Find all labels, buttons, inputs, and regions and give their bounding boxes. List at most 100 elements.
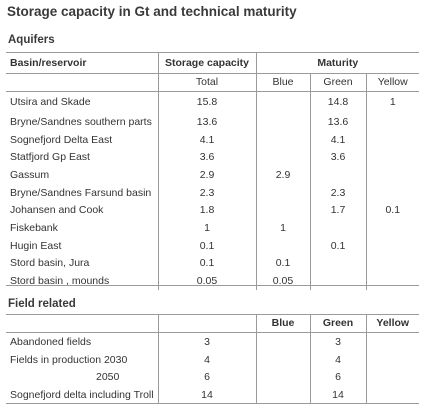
row-blue	[255, 130, 310, 149]
row-name: Abandoned fields	[10, 335, 92, 348]
row-green: 4	[309, 351, 366, 369]
table-row: Bryne/Sandnes southern parts 13.6 13.6	[6, 113, 419, 131]
row-name: Johansen and Cook	[10, 204, 104, 217]
row-blue	[255, 386, 310, 405]
row-yellow	[365, 272, 419, 290]
row-green	[309, 219, 366, 237]
row-name: Stord basin , mounds	[10, 275, 110, 288]
row-yellow	[365, 183, 419, 202]
field-related-table: Blue Green Yellow Abandoned fields 3 3 F…	[6, 315, 419, 405]
row-blue: 1	[255, 219, 310, 237]
table-row: Hugin East 0.1 0.1	[6, 236, 419, 255]
row-yellow	[365, 130, 419, 149]
row-green: 14	[309, 386, 366, 405]
row-total: 3	[157, 332, 256, 351]
header-yellow: Yellow	[365, 315, 419, 333]
page-title: Storage capacity in Gt and technical mat…	[7, 4, 297, 19]
row-total: 4.1	[157, 130, 256, 149]
row-green: 6	[309, 368, 366, 387]
row-name: Stord basin, Jura	[10, 257, 90, 270]
row-total: 0.1	[157, 236, 256, 255]
row-total: 4	[157, 351, 256, 369]
row-green: 3	[309, 332, 366, 351]
header-blue: Blue	[255, 73, 310, 92]
row-name: Hugin East	[10, 239, 62, 252]
row-total: 14	[157, 386, 256, 405]
field-related-section-title: Field related	[8, 298, 76, 310]
row-name: Bryne/Sandnes Farsund basin	[10, 186, 152, 199]
header-green: Green	[309, 73, 366, 92]
table-row: Sognefjord delta including Troll 14 14	[6, 386, 419, 405]
row-green: 0.1	[309, 236, 366, 255]
row-yellow	[365, 113, 419, 131]
row-green: 4.1	[309, 130, 366, 149]
row-yellow	[365, 386, 419, 405]
row-yellow	[365, 351, 419, 369]
row-blue: 0.05	[255, 272, 310, 290]
row-total: 0.05	[157, 272, 256, 290]
row-blue	[255, 91, 310, 113]
header-blue: Blue	[255, 315, 310, 333]
table-row: Sognefjord Delta East 4.1 4.1	[6, 130, 419, 149]
row-total: 0.1	[157, 254, 256, 273]
row-yellow	[365, 219, 419, 237]
header-maturity: Maturity	[255, 53, 419, 74]
row-green: 3.6	[309, 148, 366, 167]
row-name: Fiskebank	[10, 221, 58, 234]
row-blue	[255, 183, 310, 202]
header-empty-cell	[6, 315, 158, 333]
divider	[6, 285, 419, 286]
table-row: Utsira and Skade 15.8 14.8 1	[6, 91, 419, 113]
row-blue	[255, 113, 310, 131]
table-row: Statfjord Gp East 3.6 3.6	[6, 148, 419, 167]
row-total: 2.9	[157, 166, 256, 184]
row-total: 2.3	[157, 183, 256, 202]
header-total: Total	[157, 73, 256, 92]
table-row: Stord basin, Jura 0.1 0.1	[6, 254, 419, 273]
divider	[6, 52, 419, 53]
row-yellow	[365, 166, 419, 184]
row-blue	[255, 368, 310, 387]
row-green: 2.3	[309, 183, 366, 202]
table-row: 2050 6 6	[6, 368, 419, 387]
row-blue: 0.1	[255, 254, 310, 273]
header-empty-cell	[6, 73, 158, 92]
table-row: Fields in production 2030 4 4	[6, 351, 419, 369]
row-yellow	[365, 368, 419, 387]
table-row: Fiskebank 1 1	[6, 219, 419, 237]
divider	[6, 314, 419, 315]
table-row: Johansen and Cook 1.8 1.7 0.1	[6, 201, 419, 220]
row-name: Statfjord Gp East	[10, 151, 90, 164]
row-name: Sognefjord delta including Troll	[6, 386, 158, 405]
row-name: Bryne/Sandnes southern parts	[10, 115, 152, 128]
aquifers-table: Basin/reservoir Storage capacity Maturit…	[6, 53, 419, 290]
row-total: 15.8	[157, 91, 256, 113]
row-blue	[255, 148, 310, 167]
table-row: Stord basin , mounds 0.05 0.05	[6, 272, 419, 290]
row-green	[309, 254, 366, 273]
row-yellow	[365, 332, 419, 351]
row-name: Sognefjord Delta East	[10, 133, 113, 146]
row-name: Utsira and Skade	[10, 96, 91, 109]
row-blue	[255, 351, 310, 369]
row-green: 13.6	[309, 113, 366, 131]
row-total: 1	[157, 219, 256, 237]
aquifers-section-title: Aquifers	[8, 34, 55, 46]
row-name: 2050	[96, 371, 120, 384]
row-yellow: 1	[365, 91, 419, 113]
row-blue	[255, 201, 310, 220]
row-blue	[255, 236, 310, 255]
row-green	[309, 272, 366, 290]
row-name: Fields in production 2030	[10, 353, 128, 366]
row-total: 3.6	[157, 148, 256, 167]
row-yellow	[365, 236, 419, 255]
row-blue	[255, 332, 310, 351]
row-blue: 2.9	[255, 166, 310, 184]
row-yellow	[365, 148, 419, 167]
table-row: Abandoned fields 3 3	[6, 332, 419, 351]
row-yellow: 0.1	[365, 201, 419, 220]
row-total: 1.8	[157, 201, 256, 220]
row-green	[309, 166, 366, 184]
row-green: 14.8	[309, 91, 366, 113]
header-yellow: Yellow	[365, 73, 419, 92]
